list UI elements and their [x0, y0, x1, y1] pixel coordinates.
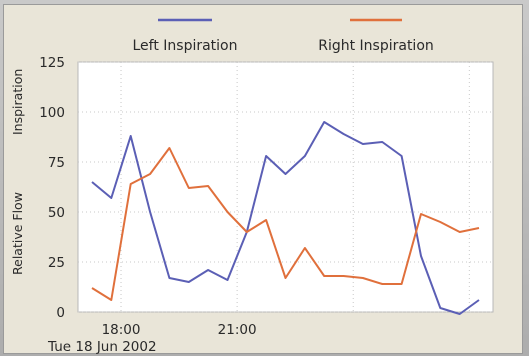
x-date-label: Tue 18 Jun 2002 — [47, 339, 157, 355]
y-tick-label: 0 — [56, 305, 65, 321]
x-tick-label: 21:00 — [218, 322, 257, 338]
legend-label: Left Inspiration — [132, 38, 237, 54]
x-tick-label: 18:00 — [102, 322, 141, 338]
series-line — [91, 147, 480, 301]
y-tick-label: 50 — [48, 205, 65, 221]
y-tick-label: 100 — [39, 105, 65, 121]
y-tick-label: 25 — [48, 255, 65, 271]
chart-legend: Left Inspiration Right Inspiration — [132, 18, 434, 54]
plot-area — [77, 61, 494, 313]
series-line — [91, 121, 480, 315]
y-axis-ticks: 0 25 50 75 100 125 — [39, 55, 65, 321]
y-tick-label: 125 — [39, 55, 65, 71]
y-axis-label-secondary: Inspiration — [10, 69, 25, 135]
x-axis-ticks: 18:00 21:00 — [102, 322, 257, 338]
chart-grid — [77, 61, 494, 313]
y-tick-label: 75 — [48, 155, 65, 171]
y-axis-label: Relative Flow — [10, 192, 25, 275]
chart-series — [91, 121, 480, 315]
legend-label: Right Inspiration — [318, 38, 434, 54]
